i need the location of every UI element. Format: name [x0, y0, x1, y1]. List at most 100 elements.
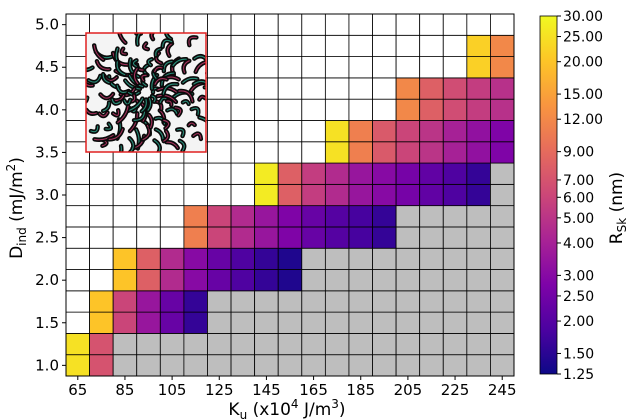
- heatmap-cell: [442, 56, 468, 79]
- heatmap-cell: [159, 354, 185, 377]
- heatmap-cell: [348, 311, 373, 334]
- heatmap-cell: [207, 354, 232, 377]
- heatmap-cell: [395, 183, 421, 207]
- inset-stripe-edge: [151, 33, 154, 40]
- heatmap-cell: [277, 311, 303, 334]
- heatmap-cell: [159, 183, 185, 207]
- heatmap-cell: [442, 77, 468, 100]
- heatmap-cell: [395, 13, 421, 36]
- heatmap-cell: [277, 247, 303, 270]
- heatmap-cell: [372, 13, 397, 36]
- heatmap-cell: [301, 13, 326, 36]
- heatmap-cell: [490, 77, 515, 100]
- heatmap-cell: [301, 311, 326, 334]
- inset-stripe-edge: [129, 58, 140, 78]
- colorbar-tick-label: 4.00: [563, 236, 594, 252]
- inset-stripe-edge: [174, 107, 182, 116]
- heatmap-cell: [442, 226, 468, 249]
- heatmap-cell: [277, 226, 303, 249]
- heatmap-cell: [230, 120, 256, 143]
- x-tick-label: 185: [346, 381, 375, 399]
- heatmap-cell: [65, 162, 90, 185]
- heatmap-cell: [490, 226, 515, 249]
- heatmap-cell: [372, 205, 397, 228]
- heatmap-cell: [301, 162, 326, 185]
- heatmap-cell: [490, 354, 515, 377]
- heatmap-cell: [348, 226, 373, 249]
- heatmap-cell: [183, 226, 208, 249]
- heatmap-cell: [230, 290, 256, 313]
- colorbar-tick-label: 7.00: [563, 173, 594, 189]
- heatmap-cell: [419, 290, 444, 313]
- heatmap-cell: [136, 333, 161, 356]
- heatmap-cell: [442, 34, 468, 57]
- heatmap-cell: [490, 34, 515, 57]
- heatmap-cell: [348, 247, 373, 270]
- heatmap-cell: [89, 183, 114, 207]
- heatmap-cell: [136, 354, 161, 377]
- heatmap-cell: [254, 247, 279, 270]
- heatmap-cell: [466, 162, 491, 185]
- heatmap-cell: [419, 34, 444, 57]
- heatmap-cell: [136, 290, 161, 313]
- heatmap-cell: [419, 162, 444, 185]
- heatmap-cell: [490, 162, 515, 185]
- colorbar-tick-label: 9.00: [563, 145, 594, 161]
- colorbar-tick-label: 3.00: [563, 268, 594, 284]
- heatmap-cell: [419, 120, 444, 143]
- heatmap-cell: [230, 269, 256, 292]
- heatmap-cell: [207, 333, 232, 356]
- inset-stripe-edge: [90, 125, 99, 133]
- colorbar-tick-label: 1.25: [563, 367, 594, 383]
- inset-stripe-edge: [188, 36, 197, 46]
- x-tick-label: 225: [441, 381, 470, 399]
- heatmap-cell: [230, 98, 256, 121]
- inset-stripe-edge: [141, 98, 147, 112]
- x-tick-label: 205: [394, 381, 423, 399]
- heatmap-cell: [442, 205, 468, 228]
- heatmap-cell: [183, 290, 208, 313]
- heatmap-cell: [230, 205, 256, 228]
- inset-stripe-edge: [172, 58, 187, 67]
- heatmap-cell: [183, 162, 208, 185]
- heatmap-cell: [395, 141, 421, 164]
- y-tick-label: 2.0: [35, 271, 59, 289]
- inset-stripe-edge: [148, 114, 153, 128]
- inset-stripe-edge: [87, 75, 101, 83]
- heatmap-cell: [348, 333, 373, 356]
- heatmap-cell: [112, 269, 138, 292]
- inset-stripe-edge: [198, 96, 206, 101]
- heatmap-cell: [419, 269, 444, 292]
- inset-stripe-edge: [86, 97, 88, 102]
- heatmap-cell: [490, 120, 515, 143]
- heatmap-cell: [490, 98, 515, 121]
- x-tick-label: 145: [252, 381, 281, 399]
- inset-stripe-edge: [116, 61, 126, 76]
- colorbar-label: RSk (nm): [607, 172, 629, 244]
- heatmap-cell: [136, 13, 161, 36]
- heatmap-cell: [324, 354, 350, 377]
- heatmap-cell: [348, 269, 373, 292]
- heatmap-cell: [277, 13, 303, 36]
- heatmap-cell: [324, 162, 350, 185]
- inset-stripe-edge: [166, 100, 172, 106]
- inset-stripe-edge: [153, 139, 161, 152]
- heatmap-cell: [254, 311, 279, 334]
- heatmap-cell: [419, 98, 444, 121]
- heatmap-cell: [301, 120, 326, 143]
- heatmap-cell: [65, 13, 90, 36]
- heatmap-cell: [442, 290, 468, 313]
- heatmap-cell: [183, 13, 208, 36]
- heatmap-cell: [419, 354, 444, 377]
- heatmap-cell: [419, 183, 444, 207]
- heatmap-cell: [183, 354, 208, 377]
- heatmap-cell: [372, 269, 397, 292]
- inset-stripe-edge: [136, 33, 141, 46]
- heatmap-cell: [277, 205, 303, 228]
- heatmap-cell: [89, 311, 114, 334]
- colorbar-tick-label: 12.00: [563, 112, 603, 128]
- heatmap-cell: [324, 120, 350, 143]
- inset-stripe-edge: [86, 83, 94, 87]
- heatmap-cell: [230, 34, 256, 57]
- inset-stripe-edge: [182, 100, 190, 105]
